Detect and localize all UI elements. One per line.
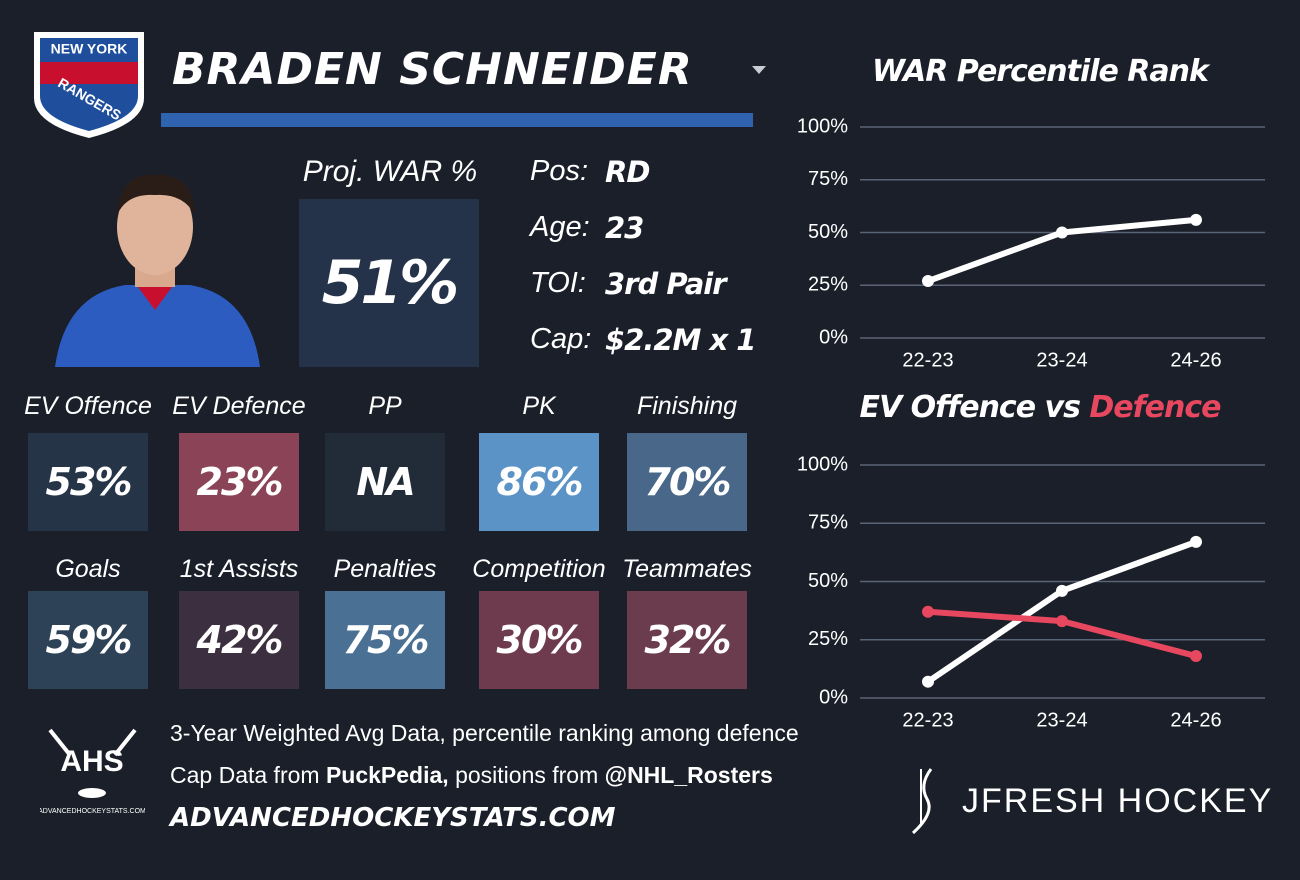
tile-label: 1st Assists (179, 555, 299, 583)
dropdown-caret[interactable] (750, 64, 768, 76)
y-tick-label: 50% (808, 570, 848, 592)
ahs-logo: AHS ADVANCEDHOCKEYSTATS.COM (40, 728, 145, 815)
footer-text: PuckPedia, (325, 762, 449, 788)
footer-text: @NHL_Rosters (604, 762, 773, 788)
info-label: Age: (530, 211, 590, 243)
tile-value: 30% (479, 591, 599, 689)
x-tick-label: 22-23 (902, 349, 953, 371)
tile-value: 23% (179, 433, 299, 531)
tile-label: PK (522, 392, 556, 420)
x-tick-label: 22-23 (902, 709, 953, 731)
name-underline (161, 113, 753, 127)
info-value: 23 (605, 211, 644, 245)
info-value: 3rd Pair (605, 267, 727, 301)
info-label: Cap: (530, 323, 592, 355)
y-tick-label: 100% (797, 453, 848, 475)
tile-label: Goals (55, 555, 121, 583)
tile-label: EV Defence (172, 392, 306, 420)
tile-label: Penalties (333, 555, 437, 583)
footer-text: Cap Data from (170, 762, 320, 788)
tile-value: 32% (627, 591, 747, 689)
proj-war-label: Proj. WAR % (302, 155, 478, 188)
chart-title-part: Defence (1089, 390, 1221, 425)
x-tick-label: 23-24 (1036, 709, 1087, 731)
data-point (1190, 213, 1202, 226)
footer-note: Cap Data from PuckPedia, positions from … (170, 762, 773, 789)
ahs-sub: ADVANCEDHOCKEYSTATS.COM (40, 808, 145, 815)
info-label: TOI: (530, 267, 586, 299)
chart-title-part: WAR Percentile Rank (872, 54, 1211, 89)
info-label: Pos: (530, 155, 589, 187)
x-tick-label: 23-24 (1036, 349, 1087, 371)
y-tick-label: 0% (819, 326, 848, 348)
y-tick-label: 25% (808, 628, 848, 650)
footer-note: 3-Year Weighted Avg Data, percentile ran… (170, 720, 799, 746)
y-tick-label: 50% (808, 221, 848, 243)
player-photo (55, 174, 260, 367)
tile-label: Finishing (636, 392, 738, 420)
tile-label: Competition (472, 555, 606, 583)
data-point (922, 605, 934, 618)
tile-label: PP (368, 392, 402, 420)
data-point (1190, 650, 1202, 663)
footer-text: positions from (455, 762, 599, 788)
y-tick-label: 100% (797, 115, 848, 137)
chart-title: WAR Percentile Rank (872, 54, 1211, 89)
team-logo: NEW YORK RANGERS (34, 32, 144, 138)
x-tick-label: 24-26 (1170, 709, 1221, 731)
y-tick-label: 0% (819, 686, 848, 708)
x-tick-label: 24-26 (1170, 349, 1221, 371)
player-name: BRADEN SCHNEIDER (172, 44, 693, 95)
data-point (1190, 535, 1202, 548)
chart-title: EV Offence vs Defence (859, 390, 1221, 425)
tile-value: 42% (179, 591, 299, 689)
tile-value: 70% (627, 433, 747, 531)
footer-site: ADVANCEDHOCKEYSTATS.COM (170, 803, 616, 833)
y-tick-label: 25% (808, 274, 848, 296)
y-tick-label: 75% (808, 168, 848, 190)
tile-label: EV Offence (24, 392, 152, 420)
y-tick-label: 75% (808, 512, 848, 534)
info-value: RD (605, 155, 650, 189)
tile-label: Teammates (622, 555, 752, 583)
chart-title-part: EV Offence vs (859, 390, 1080, 425)
tile-value: 75% (325, 591, 445, 689)
tile-value: 59% (28, 591, 148, 689)
data-point (922, 675, 934, 688)
proj-war-value: 51% (299, 199, 479, 367)
ahs-text: AHS (60, 745, 123, 778)
tile-value: 53% (28, 433, 148, 531)
brand-name: JFRESH HOCKEY (962, 782, 1274, 820)
logo-text: NEW YORK (51, 41, 128, 57)
data-point (1056, 584, 1068, 597)
tile-value: NA (325, 433, 445, 531)
tile-value: 86% (479, 433, 599, 531)
info-value: $2.2M x 1 (605, 323, 756, 357)
brand-logo (911, 768, 933, 835)
data-point (1056, 615, 1068, 628)
data-point (1056, 226, 1068, 239)
data-point (922, 275, 934, 288)
